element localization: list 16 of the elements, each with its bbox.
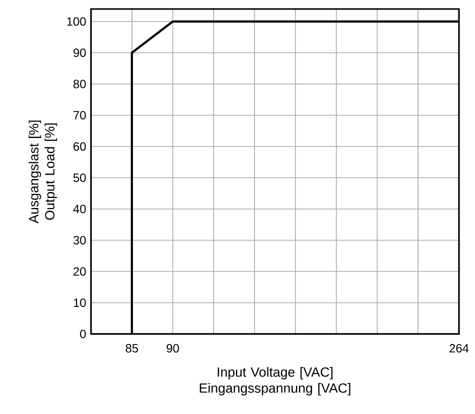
- y-tick-label: 20: [74, 267, 86, 276]
- y-tick-label: 50: [73, 173, 86, 182]
- y-tick-label: 60: [74, 142, 86, 151]
- y-tick-label: 0: [80, 330, 86, 338]
- y-tick-label: 100: [67, 17, 86, 26]
- y-tick-label: 10: [74, 298, 86, 307]
- x-tick-label: 90: [166, 344, 179, 353]
- y-tick-label: 40: [73, 204, 86, 214]
- y-tick-label: 30: [73, 236, 86, 244]
- x-axis-title: Input Voltage [VAC] Eingangsspannung [VAC]: [200, 367, 350, 396]
- y-tick-label: 80: [73, 80, 86, 88]
- x-tick-label: 85: [126, 344, 138, 353]
- y-tick-label: 90: [74, 48, 86, 57]
- y-tick-label: 70: [74, 110, 86, 120]
- x-tick-label: 264: [450, 344, 469, 353]
- y-axis-title: Ausgangslast [%] Output Load [%]: [28, 120, 58, 224]
